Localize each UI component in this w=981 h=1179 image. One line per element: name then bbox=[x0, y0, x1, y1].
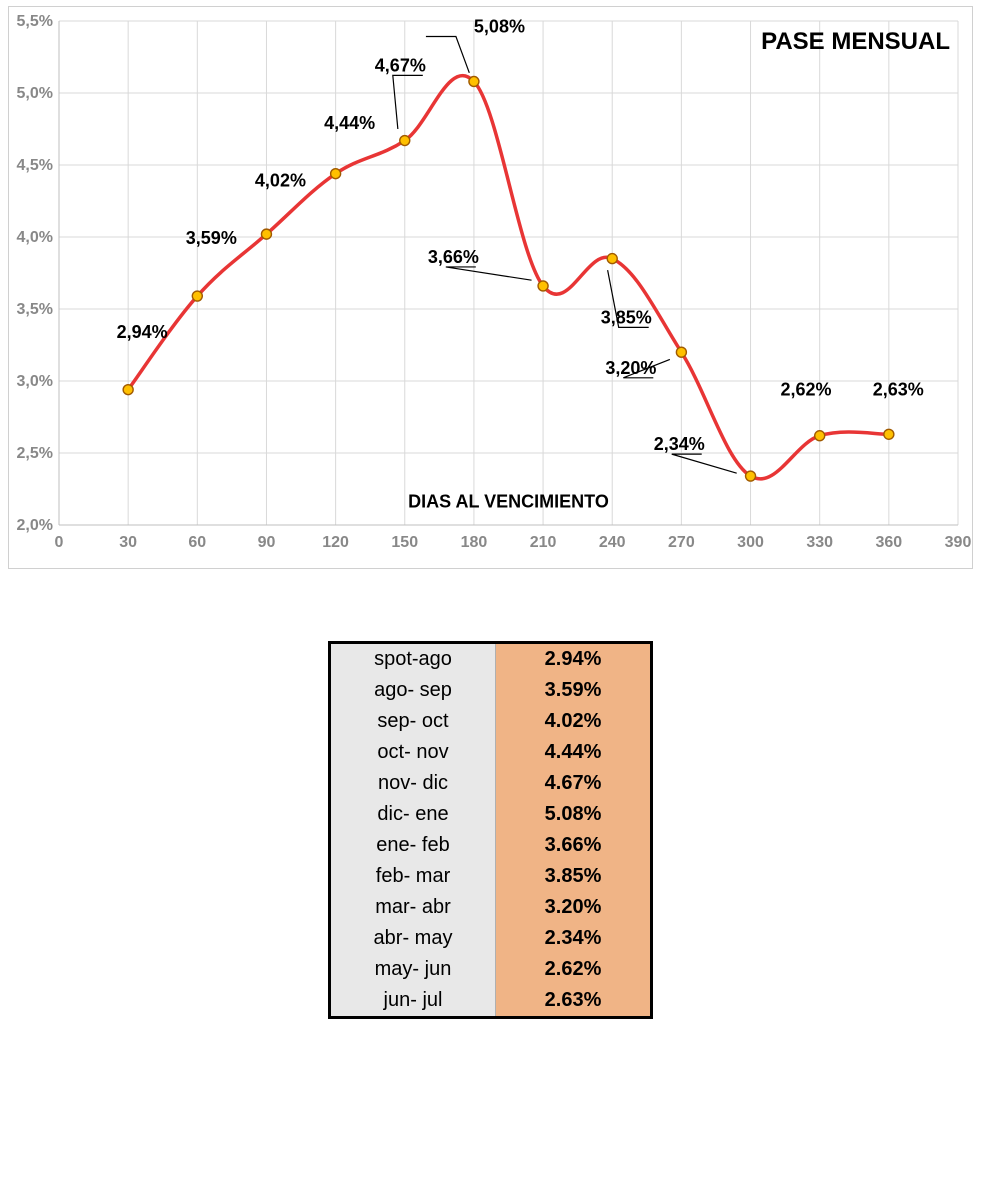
xtick-label: 0 bbox=[55, 534, 64, 551]
table-row: dic- ene5.08% bbox=[330, 799, 652, 830]
period-value: 3.59% bbox=[496, 675, 652, 706]
ytick-label: 5,5% bbox=[17, 13, 53, 30]
xtick-label: 120 bbox=[322, 534, 349, 551]
period-label: sep- oct bbox=[330, 706, 496, 737]
data-marker bbox=[884, 429, 894, 439]
leader-line bbox=[393, 75, 423, 129]
period-value: 3.85% bbox=[496, 861, 652, 892]
ytick-label: 2,0% bbox=[17, 517, 53, 534]
period-value: 4.44% bbox=[496, 737, 652, 768]
point-label: 4,44% bbox=[324, 113, 375, 133]
pase-mensual-table: spot-ago2.94%ago- sep3.59%sep- oct4.02%o… bbox=[328, 641, 653, 1019]
period-label: abr- may bbox=[330, 923, 496, 954]
period-label: jun- jul bbox=[330, 985, 496, 1018]
xtick-label: 330 bbox=[806, 534, 833, 551]
xtick-label: 300 bbox=[737, 534, 764, 551]
period-label: oct- nov bbox=[330, 737, 496, 768]
period-label: ene- feb bbox=[330, 830, 496, 861]
pase-mensual-table-wrap: spot-ago2.94%ago- sep3.59%sep- oct4.02%o… bbox=[0, 641, 981, 1019]
data-marker bbox=[538, 281, 548, 291]
ytick-label: 3,5% bbox=[17, 301, 53, 318]
ytick-label: 5,0% bbox=[17, 85, 53, 102]
data-marker bbox=[676, 347, 686, 357]
x-axis-title: DIAS AL VENCIMIENTO bbox=[408, 492, 609, 512]
xtick-label: 60 bbox=[188, 534, 206, 551]
period-value: 2.34% bbox=[496, 923, 652, 954]
point-label: 2,34% bbox=[654, 434, 705, 454]
data-marker bbox=[123, 385, 133, 395]
period-value: 3.20% bbox=[496, 892, 652, 923]
xtick-label: 150 bbox=[391, 534, 418, 551]
table-row: may- jun2.62% bbox=[330, 954, 652, 985]
period-label: dic- ene bbox=[330, 799, 496, 830]
point-label: 3,85% bbox=[601, 307, 652, 327]
table-row: ene- feb3.66% bbox=[330, 830, 652, 861]
ytick-label: 2,5% bbox=[17, 445, 53, 462]
table-row: nov- dic4.67% bbox=[330, 768, 652, 799]
chart-svg: 2,0% 2,5% 3,0% 3,5% 4,0% 4,5% 5,0% 5,5% 0 30 60 90 1… bbox=[9, 7, 972, 563]
ytick-label: 3,0% bbox=[17, 373, 53, 390]
data-marker bbox=[400, 136, 410, 146]
xtick-label: 390 bbox=[945, 534, 972, 551]
point-label: 3,59% bbox=[186, 228, 237, 248]
xtick-label: 30 bbox=[119, 534, 137, 551]
point-label: 3,20% bbox=[605, 358, 656, 378]
period-label: may- jun bbox=[330, 954, 496, 985]
table-row: jun- jul2.63% bbox=[330, 985, 652, 1018]
data-marker bbox=[331, 169, 341, 179]
table-row: mar- abr3.20% bbox=[330, 892, 652, 923]
period-value: 4.67% bbox=[496, 768, 652, 799]
table-row: ago- sep3.59% bbox=[330, 675, 652, 706]
table-row: feb- mar3.85% bbox=[330, 861, 652, 892]
data-marker bbox=[746, 471, 756, 481]
xtick-label: 90 bbox=[258, 534, 276, 551]
pase-mensual-chart: 2,0% 2,5% 3,0% 3,5% 4,0% 4,5% 5,0% 5,5% 0 30 60 90 1… bbox=[8, 6, 973, 569]
point-label: 2,62% bbox=[781, 379, 832, 399]
period-value: 4.02% bbox=[496, 706, 652, 737]
period-value: 2.63% bbox=[496, 985, 652, 1018]
period-value: 2.94% bbox=[496, 643, 652, 676]
period-label: nov- dic bbox=[330, 768, 496, 799]
xtick-label: 180 bbox=[461, 534, 488, 551]
xtick-label: 210 bbox=[530, 534, 557, 551]
point-label: 5,08% bbox=[474, 17, 525, 37]
point-label: 4,02% bbox=[255, 171, 306, 191]
period-value: 3.66% bbox=[496, 830, 652, 861]
table-row: sep- oct4.02% bbox=[330, 706, 652, 737]
data-marker bbox=[469, 76, 479, 86]
period-value: 2.62% bbox=[496, 954, 652, 985]
data-marker bbox=[192, 291, 202, 301]
point-label: 2,63% bbox=[873, 379, 924, 399]
period-label: spot-ago bbox=[330, 643, 496, 676]
data-marker bbox=[607, 254, 617, 264]
xtick-label: 240 bbox=[599, 534, 626, 551]
table-row: spot-ago2.94% bbox=[330, 643, 652, 676]
period-label: ago- sep bbox=[330, 675, 496, 706]
data-marker bbox=[815, 431, 825, 441]
period-label: mar- abr bbox=[330, 892, 496, 923]
xtick-label: 360 bbox=[875, 534, 902, 551]
leader-line bbox=[446, 267, 532, 280]
period-value: 5.08% bbox=[496, 799, 652, 830]
data-marker bbox=[261, 229, 271, 239]
leader-line bbox=[426, 37, 469, 73]
table-row: abr- may2.34% bbox=[330, 923, 652, 954]
ytick-label: 4,0% bbox=[17, 229, 53, 246]
series-line bbox=[128, 76, 889, 479]
ytick-label: 4,5% bbox=[17, 157, 53, 174]
point-label: 4,67% bbox=[375, 55, 426, 75]
point-label: 3,66% bbox=[428, 247, 479, 267]
table-row: oct- nov4.44% bbox=[330, 737, 652, 768]
point-label: 2,94% bbox=[117, 322, 168, 342]
xtick-label: 270 bbox=[668, 534, 695, 551]
chart-title: PASE MENSUAL bbox=[761, 28, 950, 55]
period-label: feb- mar bbox=[330, 861, 496, 892]
